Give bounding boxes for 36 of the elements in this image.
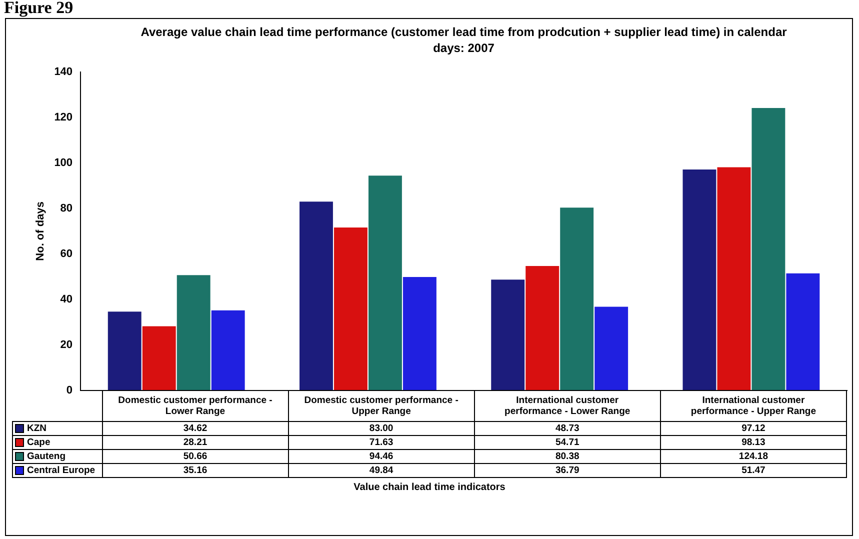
- y-tick-label: 100: [54, 157, 73, 170]
- y-tick-label: 120: [54, 112, 73, 124]
- data-label: 54.71: [474, 436, 660, 450]
- legend-label: Cape: [27, 437, 50, 448]
- x-tick-label: International customer performance - Upper Range: [660, 390, 846, 422]
- y-tick-label: 40: [60, 293, 73, 306]
- y-tick-label: 0: [66, 384, 73, 396]
- data-label: 98.13: [660, 436, 846, 450]
- data-label: 35.16: [102, 464, 288, 478]
- legend-label: KZN: [27, 423, 47, 434]
- data-label: 50.66: [102, 450, 288, 464]
- legend-label: Central Europe: [27, 465, 96, 476]
- x-tick-label: Domestic customer performance - Upper Range: [288, 390, 474, 422]
- y-tick-label: 60: [60, 248, 73, 260]
- data-label: 80.38: [474, 450, 660, 464]
- data-label: 97.12: [660, 422, 846, 436]
- chart-title: Average value chain lead time performance (customer lead time from prodcution + supplier lead time) in calendar days: 2007: [140, 24, 787, 56]
- data-label: 34.62: [102, 422, 288, 436]
- caption: Figure 29: [4, 0, 74, 18]
- data-label: 94.46: [288, 450, 474, 464]
- data-label: 49.84: [288, 464, 474, 478]
- data-label: 51.47: [660, 464, 846, 478]
- y-tick-label: 20: [60, 338, 73, 351]
- data-label: 36.79: [474, 464, 660, 478]
- data-label: 124.18: [660, 450, 846, 464]
- y-axis-title: No. of days: [34, 202, 47, 261]
- legend-label: Gauteng: [27, 451, 66, 462]
- y-tick-label: 80: [60, 202, 73, 214]
- x-tick-label: International customer performance - Lower Range: [474, 390, 660, 422]
- data-label: 83.00: [288, 422, 474, 436]
- y-tick-label: 140: [54, 66, 73, 78]
- data-label: 28.21: [102, 436, 288, 450]
- data-label: 48.73: [474, 422, 660, 436]
- x-tick-label: Domestic customer performance - Lower Range: [102, 390, 288, 422]
- data-label: 71.63: [288, 436, 474, 450]
- text: Value chain lead time indicators: [352, 482, 506, 494]
